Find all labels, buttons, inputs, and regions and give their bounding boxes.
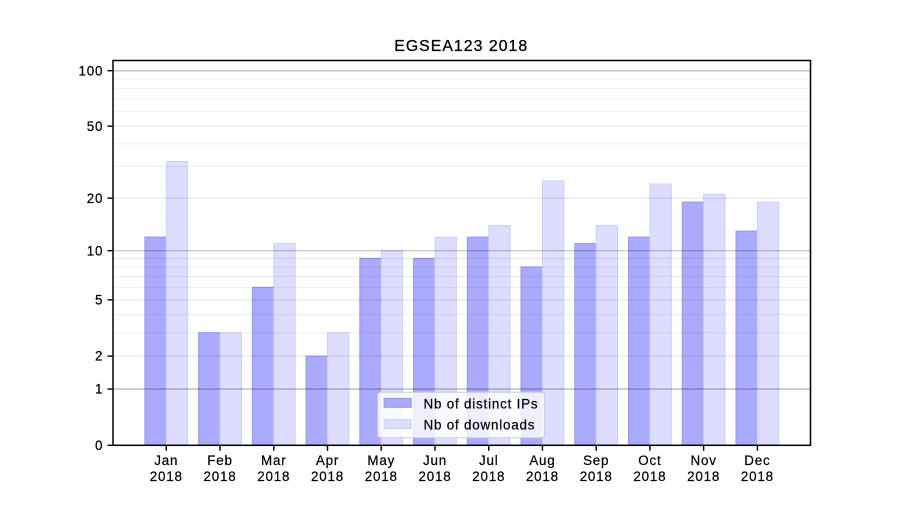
svg-text:100: 100 (79, 63, 104, 78)
svg-text:Sep: Sep (583, 453, 609, 468)
svg-text:2018: 2018 (365, 469, 398, 484)
svg-text:1: 1 (95, 382, 103, 397)
svg-text:Dec: Dec (744, 453, 770, 468)
svg-text:2018: 2018 (580, 469, 613, 484)
svg-text:Nb of downloads: Nb of downloads (424, 417, 536, 432)
svg-text:Feb: Feb (207, 453, 232, 468)
svg-text:Apr: Apr (316, 453, 339, 468)
svg-text:2018: 2018 (204, 469, 237, 484)
svg-text:Mar: Mar (261, 453, 286, 468)
svg-text:2018: 2018 (311, 469, 344, 484)
svg-text:20: 20 (87, 191, 104, 206)
svg-text:2018: 2018 (633, 469, 666, 484)
svg-text:Oct: Oct (638, 453, 661, 468)
svg-text:Nb of distinct IPs: Nb of distinct IPs (424, 396, 539, 411)
svg-text:EGSEA123 2018: EGSEA123 2018 (394, 38, 528, 55)
svg-text:2018: 2018 (687, 469, 720, 484)
svg-text:2: 2 (95, 349, 103, 364)
svg-text:5: 5 (95, 292, 103, 307)
svg-text:50: 50 (87, 119, 104, 134)
svg-text:Aug: Aug (529, 453, 555, 468)
svg-text:May: May (367, 453, 395, 468)
svg-text:Nov: Nov (691, 453, 717, 468)
svg-text:2018: 2018 (741, 469, 774, 484)
svg-text:Jan: Jan (154, 453, 178, 468)
svg-text:2018: 2018 (257, 469, 290, 484)
svg-text:Jun: Jun (423, 453, 447, 468)
svg-text:10: 10 (87, 243, 104, 258)
svg-text:2018: 2018 (472, 469, 505, 484)
svg-text:2018: 2018 (150, 469, 183, 484)
svg-text:Jul: Jul (479, 453, 499, 468)
svg-text:2018: 2018 (526, 469, 559, 484)
svg-text:2018: 2018 (418, 469, 451, 484)
svg-text:0: 0 (95, 438, 103, 453)
